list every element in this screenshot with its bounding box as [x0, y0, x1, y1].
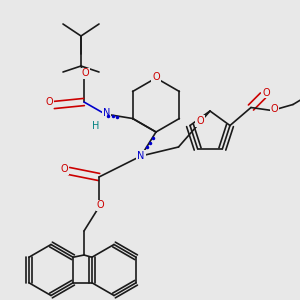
Text: O: O — [61, 164, 68, 175]
Text: O: O — [82, 68, 89, 79]
Text: N: N — [103, 107, 110, 118]
Text: O: O — [97, 200, 104, 211]
Text: H: H — [92, 121, 100, 131]
Text: O: O — [196, 116, 204, 126]
Text: O: O — [262, 88, 270, 98]
Text: N: N — [137, 151, 145, 161]
Text: O: O — [152, 71, 160, 82]
Text: O: O — [46, 97, 53, 107]
Text: O: O — [271, 104, 278, 114]
